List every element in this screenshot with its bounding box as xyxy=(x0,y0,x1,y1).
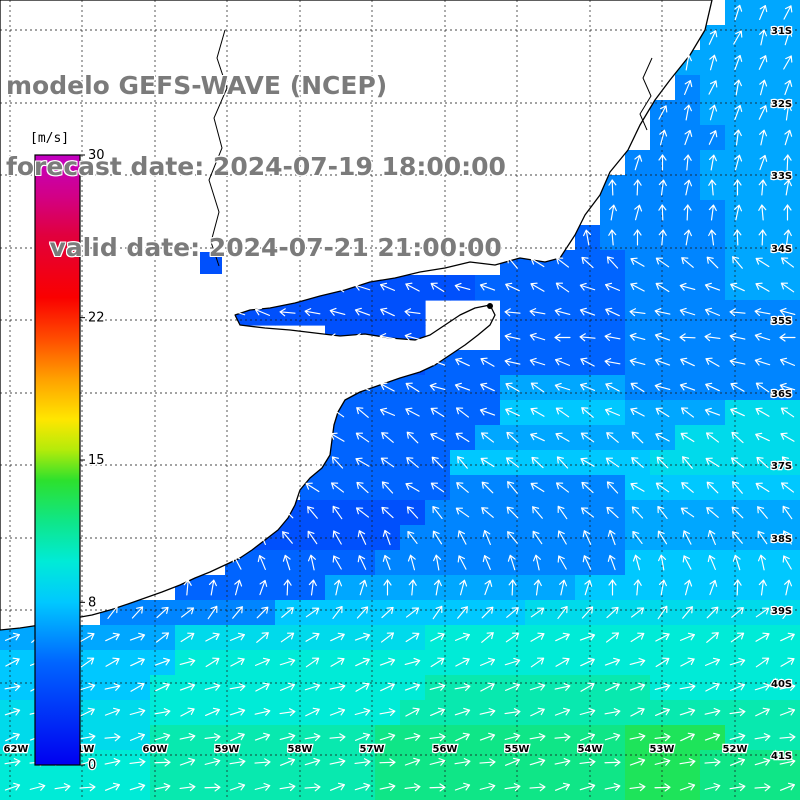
lon-label: 52W xyxy=(723,744,748,755)
river-line xyxy=(639,57,653,131)
lat-label: 38S xyxy=(771,534,792,545)
colorbar-tick-label: 22 xyxy=(88,311,105,326)
colorbar-tick-label: 0 xyxy=(88,758,96,773)
colorbar-tick-label: 30 xyxy=(88,148,105,163)
valid-date: valid date: 2024-07-21 21:00:00 xyxy=(6,233,502,262)
lat-label: 36S xyxy=(771,389,792,400)
colorbar xyxy=(34,154,81,766)
colorbar-tick-label: 15 xyxy=(88,453,105,468)
land-coastline xyxy=(0,0,713,631)
model-title: modelo GEFS-WAVE (NCEP) xyxy=(6,71,388,100)
lon-label: 58W xyxy=(288,744,313,755)
lon-label: 55W xyxy=(505,744,530,755)
lon-label: 62W xyxy=(4,744,29,755)
lon-label: 57W xyxy=(360,744,385,755)
lat-label: 41S xyxy=(771,751,792,762)
lat-label: 39S xyxy=(771,606,792,617)
forecast-date: forecast date: 2024-07-19 18:00:00 xyxy=(6,152,506,181)
lat-label: 31S xyxy=(771,26,792,37)
lon-label: 59W xyxy=(215,744,240,755)
lat-label: 33S xyxy=(771,171,792,182)
wind-arrows xyxy=(4,4,796,792)
lat-label: 34S xyxy=(771,244,792,255)
river-line xyxy=(208,29,228,267)
lat-label: 32S xyxy=(771,99,792,110)
lon-label: 60W xyxy=(143,744,168,755)
lon-label: 53W xyxy=(650,744,675,755)
colorbar-tick-label: 8 xyxy=(88,595,96,610)
title-block: modelo GEFS-WAVE (NCEP) forecast date: 2… xyxy=(6,18,506,315)
lat-label: 37S xyxy=(771,461,792,472)
lon-label: 56W xyxy=(433,744,458,755)
colorbar-unit-label: [m/s] xyxy=(30,131,70,146)
lon-label: 54W xyxy=(578,744,603,755)
lat-label: 40S xyxy=(771,679,792,690)
city-dot xyxy=(487,303,493,309)
lat-label: 35S xyxy=(771,316,792,327)
